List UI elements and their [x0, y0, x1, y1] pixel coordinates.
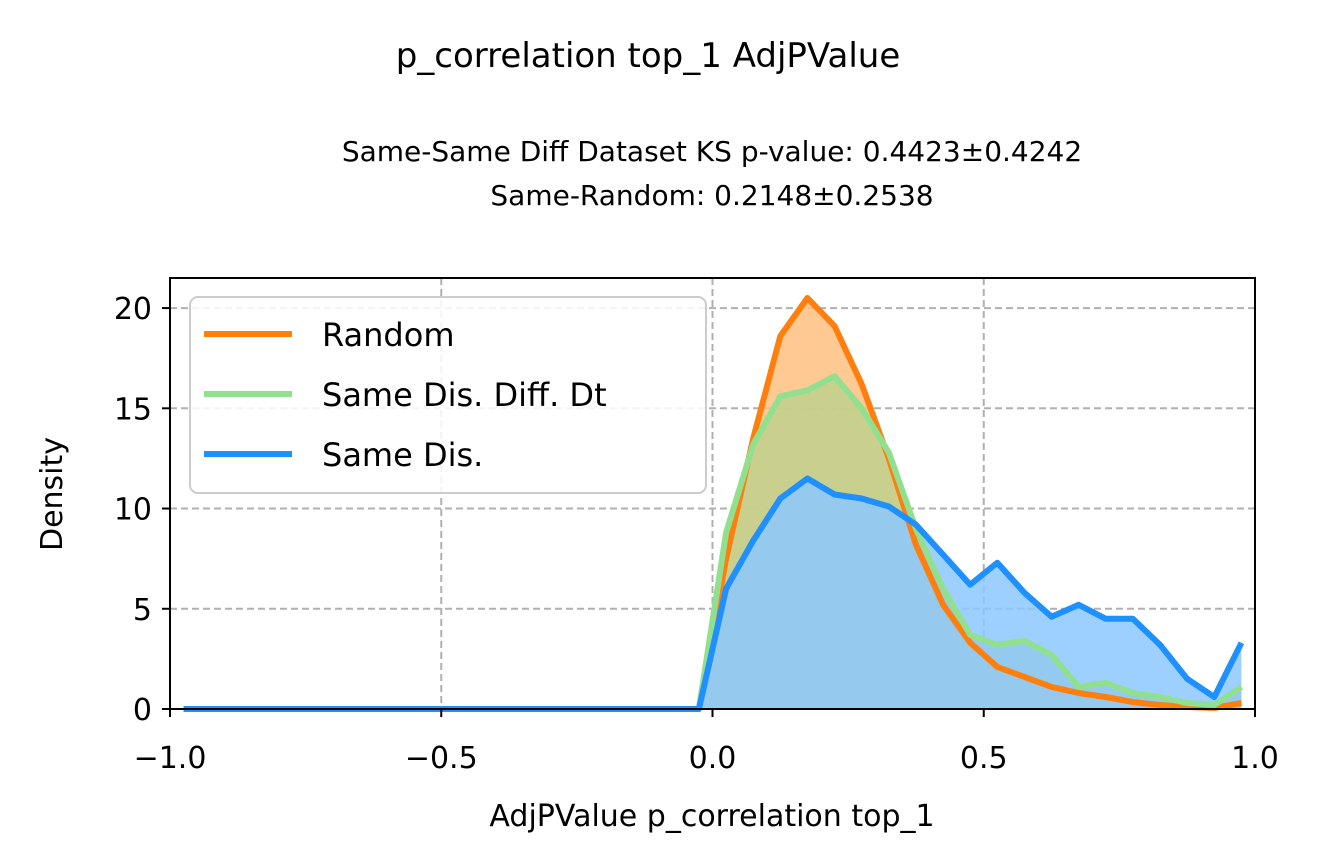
- x-axis-label: AdjPValue p_correlation top_1: [489, 799, 934, 834]
- legend-label-random: Random: [322, 316, 454, 354]
- legend-box: [189, 296, 707, 494]
- axis-ticks: −1.0 −0.5 0.0 0.5 1.0 0 5 10 15 20: [114, 292, 1279, 776]
- chart-suptitle: p_correlation top_1 AdjPValue: [396, 36, 901, 76]
- y-axis-label: Density: [35, 437, 70, 551]
- x-tick-label-1: −0.5: [405, 741, 478, 776]
- legend: Random Same Dis. Diff. Dt Same Dis.: [189, 296, 707, 494]
- y-tick-label-3: 15: [114, 392, 152, 427]
- chart-title-line1: Same-Same Diff Dataset KS p-value: 0.442…: [342, 135, 1082, 168]
- legend-label-same-dis-diff-dt: Same Dis. Diff. Dt: [322, 376, 607, 414]
- y-tick-label-0: 0: [133, 693, 152, 728]
- x-tick-label-2: 0.0: [689, 741, 737, 776]
- x-tick-label-0: −1.0: [134, 741, 207, 776]
- x-tick-label-3: 0.5: [960, 741, 1008, 776]
- y-tick-label-1: 5: [133, 593, 152, 628]
- y-tick-label-2: 10: [114, 493, 152, 528]
- x-tick-label-4: 1.0: [1231, 741, 1279, 776]
- legend-label-same-dis: Same Dis.: [322, 436, 483, 474]
- y-tick-label-4: 20: [114, 292, 152, 327]
- chart-title-line2: Same-Random: 0.2148±0.2538: [490, 179, 933, 212]
